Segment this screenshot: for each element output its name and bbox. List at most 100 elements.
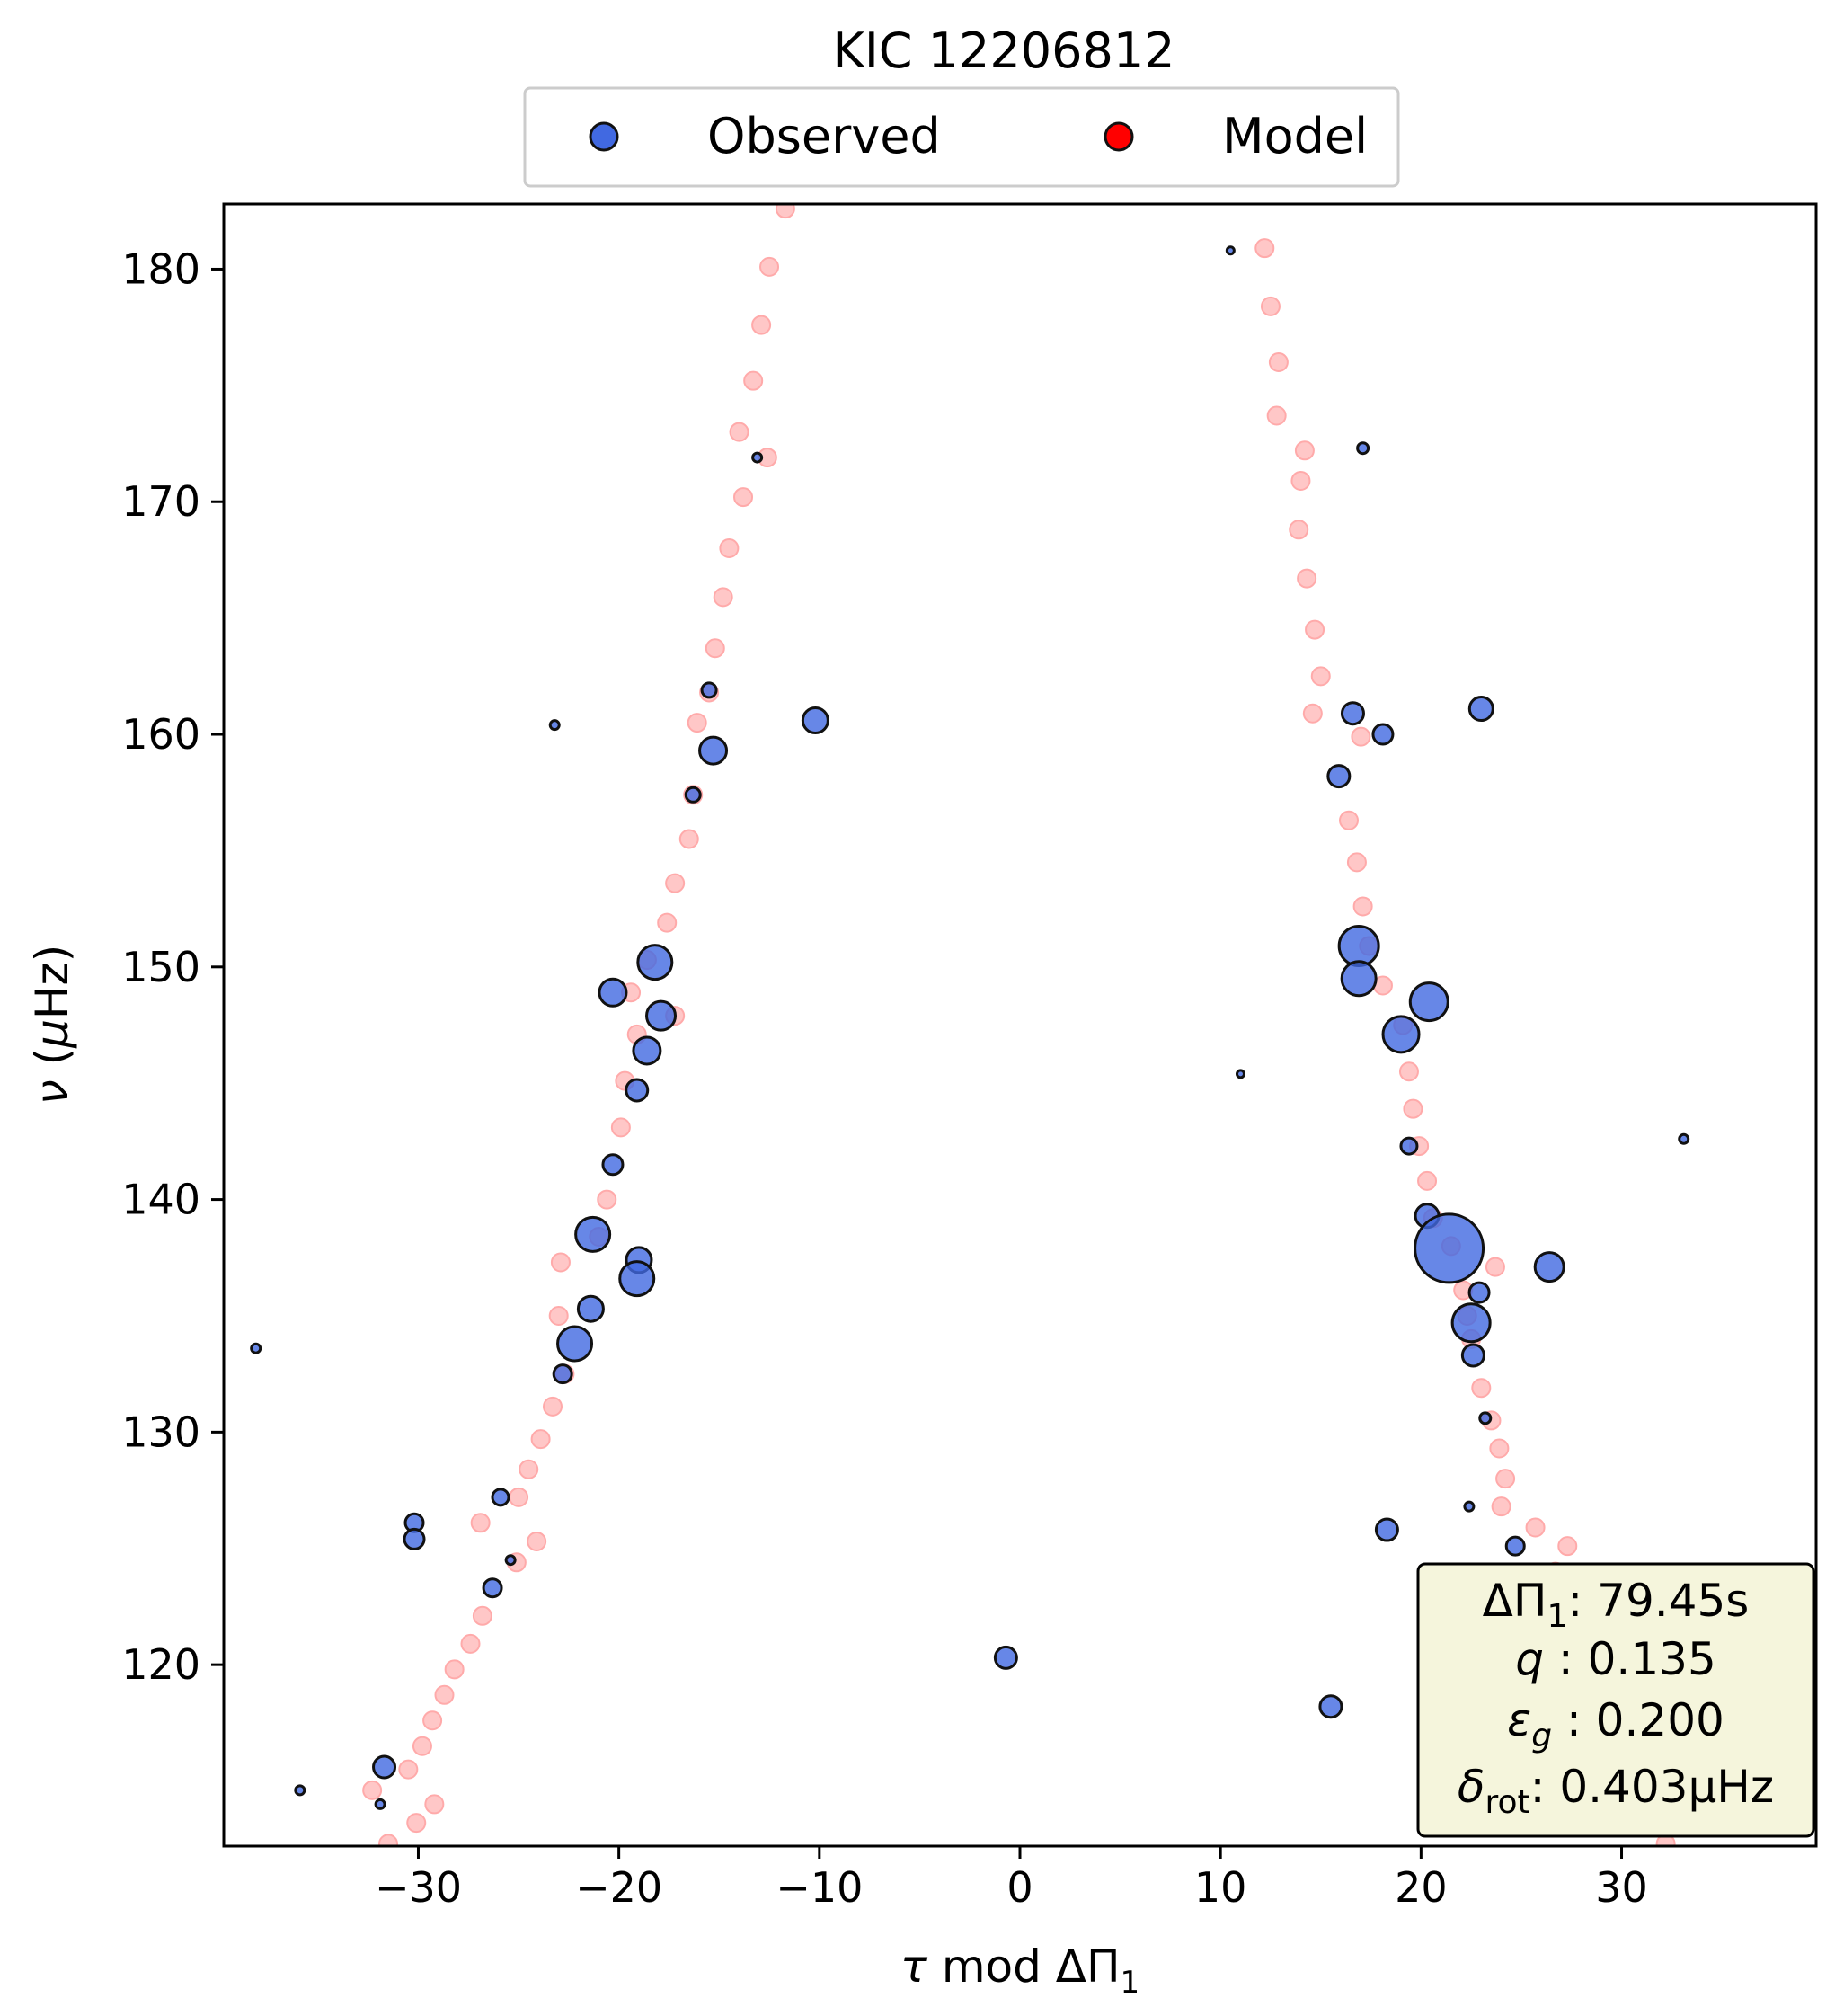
observed-point — [1467, 696, 1494, 723]
model-point — [1260, 296, 1281, 316]
observed-point — [1340, 960, 1378, 998]
observed-point — [700, 681, 718, 699]
model-point — [1398, 1061, 1419, 1082]
observed-point — [598, 977, 628, 1008]
model-point — [678, 829, 699, 849]
model-point — [470, 1513, 491, 1533]
observed-point — [632, 1035, 662, 1066]
model-point — [362, 1780, 383, 1800]
param-coupling: q : 0.135 — [1515, 1633, 1716, 1685]
observed-point — [1235, 1069, 1245, 1079]
param-epsilon-value: : 0.200 — [1552, 1694, 1724, 1746]
legend: Observed Model — [523, 86, 1400, 188]
observed-series — [250, 245, 1690, 1810]
observed-point — [548, 719, 561, 732]
x-tick-label: −20 — [575, 1863, 662, 1912]
model-point — [378, 1834, 398, 1846]
observed-point — [1340, 701, 1365, 726]
observed-point — [1463, 1500, 1476, 1513]
model-point — [527, 1531, 547, 1551]
observed-point — [576, 1294, 605, 1323]
param-coupling-value: : 0.135 — [1544, 1633, 1716, 1685]
legend-marker-model — [1104, 121, 1134, 152]
model-point — [1485, 1257, 1505, 1277]
param-coupling-symbol: q — [1515, 1633, 1544, 1685]
x-tick-label: 0 — [1006, 1863, 1033, 1912]
observed-point — [374, 1798, 386, 1810]
y-tick-label: 150 — [121, 943, 200, 991]
model-point — [398, 1759, 419, 1780]
param-rotation-value: : 0.403μHz — [1530, 1761, 1775, 1813]
y-tick-label: 120 — [121, 1640, 200, 1689]
model-point — [434, 1684, 455, 1705]
model-point — [713, 587, 733, 608]
model-point — [1352, 896, 1373, 917]
model-point — [759, 256, 780, 277]
model-point — [424, 1794, 445, 1815]
legend-marker-observed — [589, 121, 619, 152]
observed-point — [1478, 1411, 1493, 1425]
observed-point — [1337, 925, 1380, 968]
param-period-spacing-value: : 79.45s — [1567, 1575, 1749, 1627]
observed-point — [645, 999, 678, 1032]
model-point — [412, 1736, 432, 1756]
x-axis: −30 −20 −10 0 10 20 30 — [375, 1846, 1648, 1912]
observed-point — [1678, 1132, 1690, 1145]
model-point — [687, 713, 707, 733]
model-point — [406, 1813, 427, 1834]
param-period-spacing: ΔΠ1: 79.45s — [1483, 1575, 1750, 1635]
observed-point — [372, 1754, 397, 1780]
model-point — [1305, 619, 1325, 640]
observed-point — [993, 1645, 1018, 1670]
observed-point — [1356, 441, 1370, 456]
x-tick-label: 30 — [1595, 1863, 1648, 1912]
model-point — [1403, 1098, 1423, 1119]
observed-point — [625, 1078, 650, 1103]
param-epsilon: εg : 0.200 — [1507, 1694, 1724, 1754]
param-epsilon-subscript: g — [1531, 1718, 1552, 1754]
model-point — [530, 1429, 551, 1450]
legend-label-model: Model — [1222, 108, 1368, 164]
observed-point — [491, 1488, 510, 1507]
model-point — [1417, 1170, 1438, 1191]
model-point — [1289, 520, 1309, 540]
model-point — [729, 422, 749, 442]
observed-point — [403, 1527, 426, 1550]
y-tick-label: 160 — [121, 710, 200, 759]
observed-point — [684, 786, 702, 804]
model-point — [1495, 1469, 1516, 1489]
model-point — [1294, 440, 1315, 461]
x-tick-label: −10 — [776, 1863, 863, 1912]
y-tick-label: 130 — [121, 1408, 200, 1456]
model-point — [1351, 726, 1371, 747]
observed-point — [751, 451, 764, 464]
model-point — [460, 1633, 481, 1654]
x-tick-label: 20 — [1395, 1863, 1448, 1912]
model-point — [444, 1659, 465, 1680]
model-point — [472, 1605, 492, 1626]
parameter-box: ΔΠ1: 79.45s q : 0.135 εg : 0.200 δrot: 0… — [1416, 1562, 1815, 1838]
model-point — [733, 487, 754, 508]
param-rotation-symbol: δ — [1458, 1761, 1485, 1813]
y-tick-label: 180 — [121, 244, 200, 293]
x-axis-label: τ mod ΔΠ1 — [900, 1941, 1139, 2001]
model-point — [775, 204, 795, 219]
model-point — [1491, 1496, 1511, 1517]
model-point — [665, 873, 686, 893]
observed-point — [1326, 764, 1352, 789]
x-tick-label: −30 — [375, 1863, 462, 1912]
observed-point — [294, 1784, 306, 1797]
model-point — [610, 1117, 631, 1138]
observed-point — [1381, 1015, 1421, 1054]
legend-frame — [523, 86, 1400, 188]
observed-point — [618, 1260, 656, 1298]
observed-point — [250, 1342, 262, 1354]
y-axis: 120 130 140 150 160 170 180 — [121, 244, 224, 1689]
observed-point — [1371, 723, 1395, 746]
model-point — [1310, 666, 1331, 687]
observed-point — [801, 706, 829, 734]
model-point — [1254, 238, 1275, 259]
model-point — [509, 1487, 529, 1507]
y-tick-label: 170 — [121, 477, 200, 526]
